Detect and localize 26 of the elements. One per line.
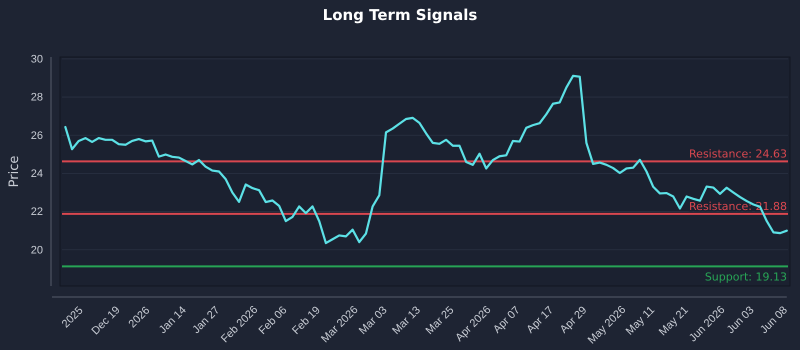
x-tick-label: Dec 19: [89, 304, 123, 338]
x-tick-label: Mar 13: [390, 304, 423, 337]
y-tick-label: 26: [30, 130, 43, 142]
line-series: [64, 74, 788, 244]
x-tick-label: May 21: [656, 304, 691, 338]
y-tick-label: 30: [30, 53, 43, 66]
x-tick-label: Jan 14: [156, 304, 189, 336]
x-tick-label: Apr 17: [524, 304, 556, 336]
x-tick-label: Apr 29: [558, 304, 590, 336]
x-tick-label: Jun 03: [724, 304, 757, 336]
y-tick-label: 20: [30, 244, 43, 256]
x-tick-label: Mar 25: [424, 304, 456, 337]
x-tick-label: Feb 19: [290, 304, 323, 337]
x-tick-label: Apr 07: [491, 304, 523, 336]
y-tick-label: 22: [30, 206, 43, 218]
y-tick-label: 24: [30, 168, 43, 180]
chart-title: Long Term Signals: [322, 6, 478, 24]
x-tick-label: Mar 03: [356, 304, 390, 337]
x-tick-label: May 11: [624, 304, 658, 338]
x-tick-label: Feb 06: [256, 304, 290, 337]
x-tick-label: Jan 27: [190, 304, 222, 336]
ref-line-label: Support: 19.13: [704, 270, 787, 284]
ref-line-label: Resistance: 24.63: [689, 147, 787, 160]
x-tick-label: Jun 08: [758, 304, 790, 336]
y-tick-label: 28: [30, 92, 43, 104]
y-axis-title: Price: [7, 156, 22, 188]
